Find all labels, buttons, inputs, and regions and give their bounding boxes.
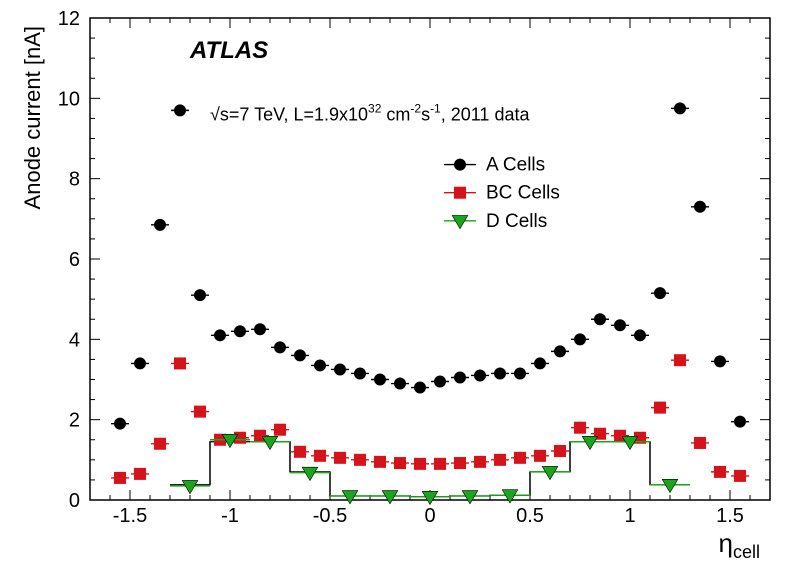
svg-text:10: 10 — [58, 88, 80, 110]
scatter-chart: -1.5-1-0.500.511.5024681012ηcellAnode cu… — [0, 0, 786, 563]
svg-text:8: 8 — [69, 169, 80, 191]
legend-label-bc: BC Cells — [486, 183, 560, 204]
svg-text:-0.5: -0.5 — [313, 505, 347, 527]
svg-text:-1: -1 — [221, 505, 239, 527]
atlas-label: ATLAS — [189, 37, 268, 64]
svg-text:12: 12 — [58, 8, 80, 30]
svg-text:1.5: 1.5 — [716, 505, 744, 527]
svg-text:2: 2 — [69, 410, 80, 432]
svg-text:1: 1 — [624, 505, 635, 527]
legend-label-d: D Cells — [486, 211, 547, 232]
svg-text:0: 0 — [424, 505, 435, 527]
svg-text:4: 4 — [69, 329, 80, 351]
svg-text:0: 0 — [69, 490, 80, 512]
svg-text:0.5: 0.5 — [516, 505, 544, 527]
legend-label-a: A Cells — [486, 155, 545, 176]
chart-container: -1.5-1-0.500.511.5024681012ηcellAnode cu… — [0, 0, 786, 563]
svg-text:-1.5: -1.5 — [113, 505, 147, 527]
svg-text:Anode current [nA]: Anode current [nA] — [20, 26, 45, 209]
svg-text:6: 6 — [69, 249, 80, 271]
